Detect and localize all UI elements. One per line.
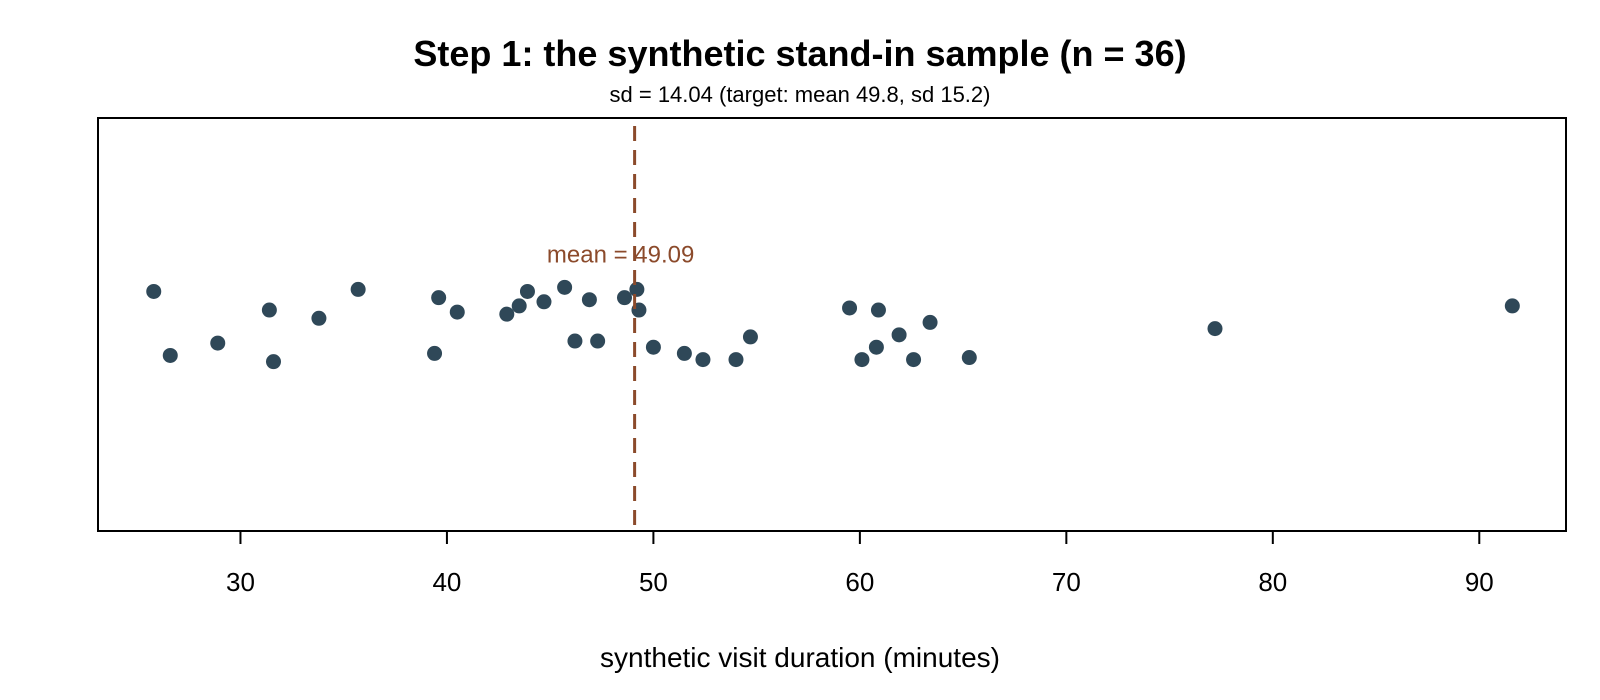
data-point bbox=[427, 345, 443, 361]
data-point bbox=[265, 354, 281, 370]
data-point bbox=[261, 302, 277, 318]
x-axis: 30 40 50 60 70 80 90 bbox=[226, 531, 1494, 597]
data-point bbox=[210, 335, 226, 351]
data-point bbox=[728, 352, 744, 368]
data-point bbox=[146, 283, 162, 299]
data-point bbox=[854, 352, 870, 368]
data-point bbox=[922, 314, 938, 330]
data-point bbox=[961, 350, 977, 366]
data-point bbox=[870, 302, 886, 318]
data-point bbox=[742, 329, 758, 345]
data-point bbox=[557, 279, 573, 295]
data-point bbox=[676, 345, 692, 361]
chart-subtitle: sd = 14.04 (target: mean 49.8, sd 15.2) bbox=[609, 82, 991, 107]
data-point bbox=[162, 347, 178, 363]
mean-annotation: mean = 49.09 bbox=[547, 126, 694, 531]
x-tick-label: 60 bbox=[845, 567, 874, 597]
plot-frame bbox=[97, 117, 1567, 532]
data-point bbox=[629, 281, 645, 297]
data-point bbox=[842, 300, 858, 316]
data-point bbox=[536, 294, 552, 310]
x-tick-label: 80 bbox=[1258, 567, 1287, 597]
data-points bbox=[146, 279, 1520, 370]
mean-label: mean = 49.09 bbox=[547, 242, 694, 269]
data-point bbox=[906, 352, 922, 368]
x-tick-label: 40 bbox=[432, 567, 461, 597]
x-tick-label: 30 bbox=[226, 567, 255, 597]
data-point bbox=[311, 310, 327, 326]
data-point bbox=[1207, 321, 1223, 337]
data-point bbox=[431, 290, 447, 306]
x-tick-label: 90 bbox=[1465, 567, 1494, 597]
data-point bbox=[868, 339, 884, 355]
data-point bbox=[449, 304, 465, 320]
x-axis-label: synthetic visit duration (minutes) bbox=[600, 642, 1000, 673]
data-point bbox=[590, 333, 606, 349]
data-point bbox=[645, 339, 661, 355]
data-point bbox=[511, 298, 527, 314]
data-point bbox=[616, 290, 632, 306]
data-point bbox=[891, 327, 907, 343]
data-point bbox=[567, 333, 583, 349]
data-point bbox=[1504, 298, 1520, 314]
data-point bbox=[581, 292, 597, 308]
data-point bbox=[350, 281, 366, 297]
x-tick-label: 70 bbox=[1052, 567, 1081, 597]
x-tick-label: 50 bbox=[639, 567, 668, 597]
data-point bbox=[695, 352, 711, 368]
chart-title: Step 1: the synthetic stand-in sample (n… bbox=[413, 33, 1187, 74]
data-point bbox=[519, 283, 535, 299]
data-point bbox=[499, 306, 515, 322]
